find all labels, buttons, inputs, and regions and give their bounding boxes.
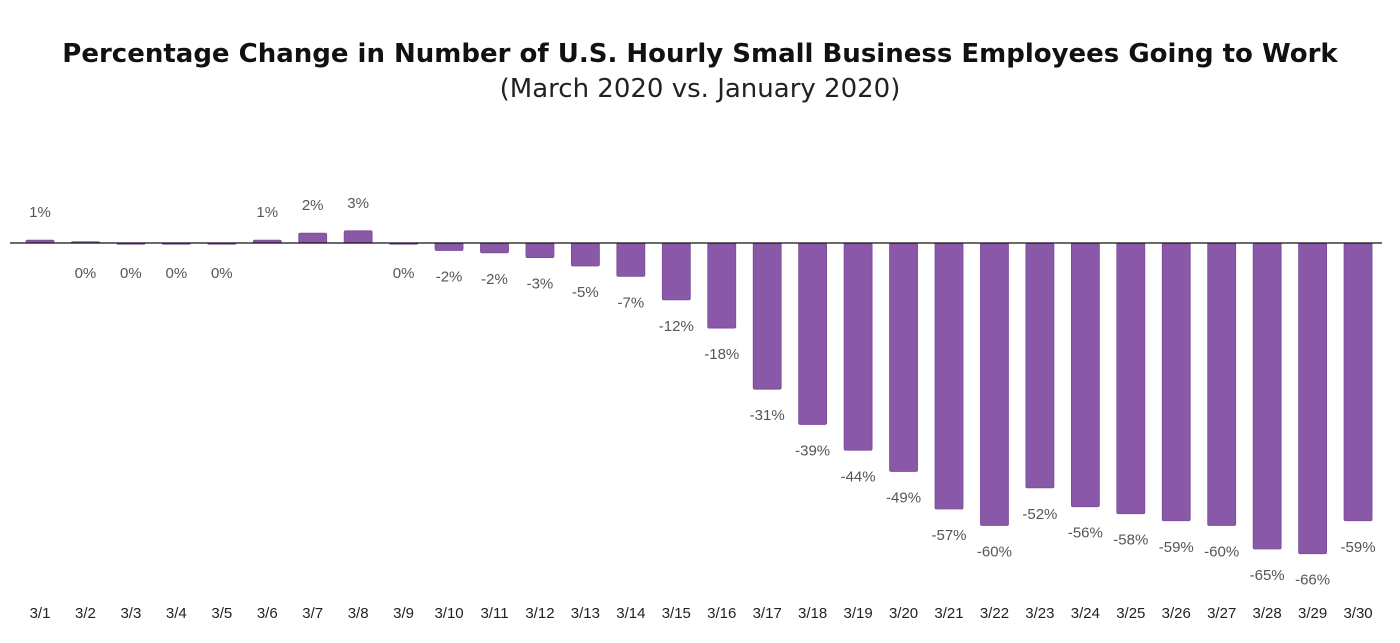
data-label-3-6: 1% (256, 204, 278, 221)
data-label-3-10: -2% (436, 269, 463, 286)
bar-3-19 (843, 242, 873, 451)
data-label-3-12: -3% (527, 276, 554, 293)
data-label-3-26: -59% (1159, 539, 1194, 556)
x-tick-3-13: 3/13 (571, 605, 600, 622)
x-tick-3-28: 3/28 (1253, 605, 1282, 622)
data-label-3-1: 1% (29, 204, 51, 221)
bar-3-12 (525, 242, 555, 258)
data-label-3-20: -49% (886, 489, 921, 506)
data-label-3-25: -58% (1113, 532, 1148, 549)
bar-3-11 (480, 242, 509, 254)
bar-3-18 (798, 242, 828, 425)
data-label-3-21: -57% (931, 527, 966, 544)
data-label-3-4: 0% (166, 265, 188, 282)
x-tick-3-6: 3/6 (257, 605, 278, 622)
bar-3-10 (434, 242, 464, 251)
bar-3-30 (1343, 242, 1373, 522)
x-tick-3-5: 3/5 (211, 605, 232, 622)
x-tick-3-25: 3/25 (1116, 605, 1145, 622)
data-label-3-2: 0% (75, 265, 97, 282)
bar-3-13 (571, 242, 600, 267)
data-label-3-13: -5% (572, 284, 599, 301)
data-label-3-16: -18% (704, 346, 739, 363)
bar-3-26 (1161, 242, 1191, 522)
bar-3-23 (1025, 242, 1055, 489)
x-tick-3-23: 3/23 (1025, 605, 1054, 622)
bar-3-15 (661, 242, 691, 301)
data-label-3-22: -60% (977, 543, 1012, 560)
x-tick-3-21: 3/21 (934, 605, 963, 622)
x-tick-3-12: 3/12 (525, 605, 554, 622)
bar-3-22 (980, 242, 1009, 526)
data-label-3-27: -60% (1204, 543, 1239, 560)
bar-3-8 (343, 230, 373, 244)
x-tick-3-29: 3/29 (1298, 605, 1327, 622)
data-labels-group: 1% 0% 0% 0% 0% 1% 2% 3% 0% -2% -2% -3% -5% -7% -12% -18… (29, 195, 1375, 589)
x-tick-3-1: 3/1 (30, 605, 51, 622)
bar-3-25 (1116, 242, 1146, 515)
x-tick-3-14: 3/14 (616, 605, 645, 622)
bar-3-29 (1298, 242, 1327, 555)
x-tick-3-27: 3/27 (1207, 605, 1236, 622)
x-tick-3-24: 3/24 (1071, 605, 1100, 622)
x-tick-3-9: 3/9 (393, 605, 414, 622)
data-label-3-24: -56% (1068, 525, 1103, 542)
x-tick-3-4: 3/4 (166, 605, 187, 622)
x-tick-3-8: 3/8 (348, 605, 369, 622)
bar-3-16 (707, 242, 737, 329)
chart-subtitle: (March 2020 vs. January 2020) (500, 74, 901, 104)
x-tick-3-30: 3/30 (1343, 605, 1372, 622)
x-tick-3-2: 3/2 (75, 605, 96, 622)
data-label-3-23: -52% (1022, 506, 1057, 523)
x-tick-3-18: 3/18 (798, 605, 827, 622)
data-label-3-11: -2% (481, 271, 508, 288)
x-tick-3-17: 3/17 (753, 605, 782, 622)
data-label-3-3: 0% (120, 265, 142, 282)
bar-3-20 (889, 242, 918, 472)
data-label-3-8: 3% (347, 195, 369, 212)
chart-title: Percentage Change in Number of U.S. Hour… (62, 39, 1338, 69)
data-label-3-19: -44% (841, 468, 876, 485)
x-tick-3-26: 3/26 (1162, 605, 1191, 622)
x-tick-3-11: 3/11 (480, 605, 508, 622)
bar-3-17 (752, 242, 782, 390)
x-tick-3-19: 3/19 (843, 605, 872, 622)
data-label-3-14: -7% (618, 294, 645, 311)
data-label-3-29: -66% (1295, 572, 1330, 589)
x-tick-3-10: 3/10 (434, 605, 463, 622)
x-tick-3-20: 3/20 (889, 605, 918, 622)
data-label-3-7: 2% (302, 197, 324, 214)
data-label-3-18: -39% (795, 442, 830, 459)
x-axis-ticks: 3/1 3/2 3/3 3/4 3/5 3/6 3/7 3/8 3/9 3/10 3/11 3/12 3… (30, 605, 1373, 622)
x-tick-3-3: 3/3 (120, 605, 141, 622)
data-label-3-17: -31% (750, 407, 785, 424)
data-label-3-9: 0% (393, 265, 415, 282)
data-label-3-28: -65% (1250, 567, 1285, 584)
bar-3-14 (616, 242, 646, 277)
bar-3-7 (298, 232, 328, 244)
bar-3-27 (1207, 242, 1237, 526)
bar-3-24 (1070, 242, 1100, 508)
x-tick-3-22: 3/22 (980, 605, 1009, 622)
bar-3-28 (1252, 242, 1282, 550)
bar-3-21 (934, 242, 964, 510)
x-tick-3-16: 3/16 (707, 605, 736, 622)
data-label-3-5: 0% (211, 265, 233, 282)
x-tick-3-7: 3/7 (302, 605, 323, 622)
data-label-3-15: -12% (659, 318, 694, 335)
data-label-3-30: -59% (1341, 539, 1376, 556)
x-tick-3-15: 3/15 (662, 605, 691, 622)
